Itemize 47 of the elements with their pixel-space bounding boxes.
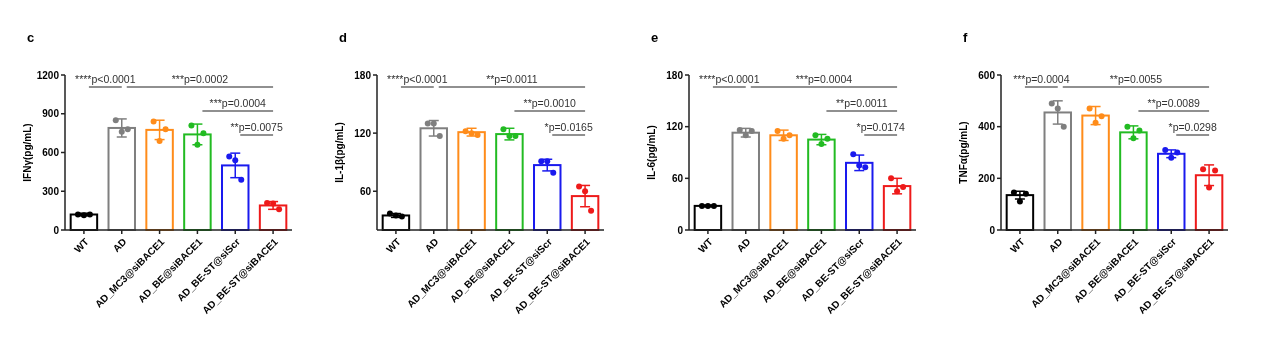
y-tick-label: 120 <box>354 127 372 139</box>
y-tick-label: 900 <box>42 108 60 120</box>
chart-title: d <box>339 30 347 45</box>
y-tick-label: 0 <box>989 224 996 236</box>
y-tick-label: 600 <box>978 69 996 81</box>
y-tick-label: 0 <box>53 224 60 236</box>
annotation: ***p=0.0004 <box>1013 73 1070 85</box>
y-axis-title: TNFα(pg/mL) <box>958 121 969 184</box>
y-tick-label: 180 <box>354 69 372 81</box>
x-tick-label: WT <box>696 236 715 255</box>
chart-title: f <box>963 30 968 45</box>
annotation: ***p=0.0004 <box>795 73 853 85</box>
annotation: *p=0.0174 <box>856 121 905 133</box>
x-tick-label: WT <box>384 236 403 255</box>
y-tick-label: 60 <box>359 185 372 197</box>
bar <box>1005 194 1035 231</box>
y-tick-label: 120 <box>666 121 684 133</box>
chart-title: c <box>27 30 35 45</box>
y-tick-label: 180 <box>666 69 684 81</box>
y-tick-label: 60 <box>671 172 684 184</box>
x-tick-label: WT <box>72 236 91 255</box>
annotation: ****p<0.0001 <box>75 73 136 85</box>
chart-title: e <box>651 30 659 45</box>
y-tick-label: 200 <box>978 172 996 184</box>
annotation: **p=0.0055 <box>1109 73 1163 85</box>
annotation: **p=0.0011 <box>836 97 888 109</box>
annotation: **p=0.0010 <box>523 97 577 109</box>
y-tick-label: 1200 <box>36 69 60 81</box>
y-axis-title: IL-1β(pg/mL) <box>334 122 345 183</box>
y-tick-label: 0 <box>677 224 684 236</box>
bar <box>731 131 760 231</box>
x-tick-label: WT <box>1008 236 1027 255</box>
annotation: **p=0.0089 <box>1147 97 1201 109</box>
annotation: ****p<0.0001 <box>699 73 760 85</box>
y-tick-label: 300 <box>42 185 60 197</box>
annotation: ***p=0.0004 <box>209 97 267 109</box>
annotation: ****p<0.0001 <box>387 73 448 85</box>
annotation: ***p=0.0002 <box>171 73 229 85</box>
annotation: **p=0.0011 <box>486 73 538 85</box>
y-axis-title: IL-6(pg/mL) <box>646 125 657 180</box>
bar <box>845 161 874 231</box>
annotation: *p=0.0298 <box>1168 121 1217 133</box>
y-tick-label: 400 <box>978 121 996 133</box>
y-tick-label: 600 <box>42 147 60 158</box>
annotation: **p=0.0075 <box>230 121 283 133</box>
annotation: *p=0.0165 <box>544 121 593 133</box>
y-axis-title: IFNγ(pg/mL) <box>22 123 33 182</box>
